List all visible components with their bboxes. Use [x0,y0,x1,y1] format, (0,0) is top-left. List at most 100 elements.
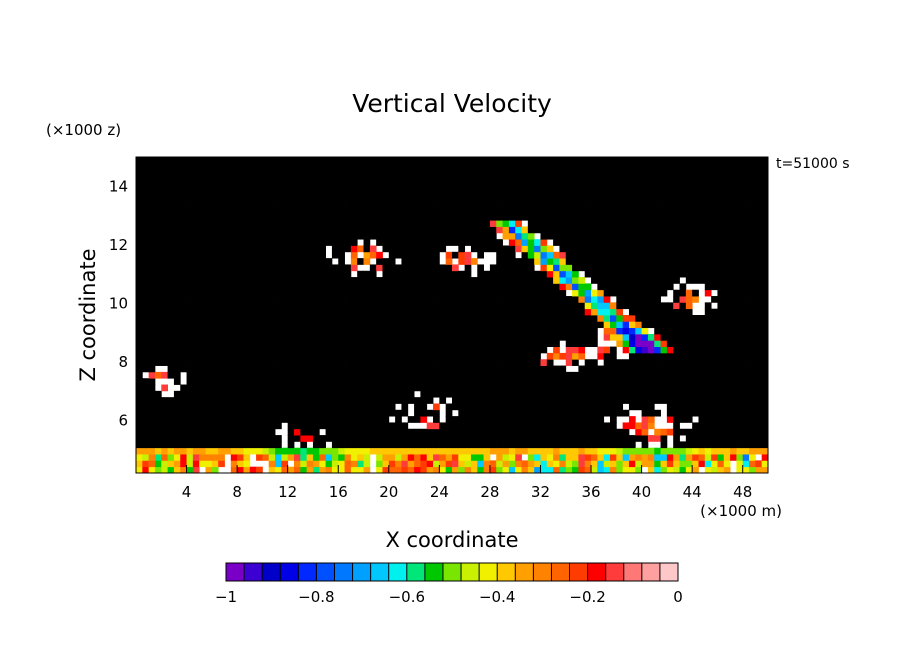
field-cell [508,194,516,202]
field-cell [161,270,168,278]
field-cell [350,302,358,310]
field-cell [256,245,263,253]
field-cell [622,409,630,417]
field-cell [439,378,447,385]
field-cell [306,359,314,366]
field-cell [350,308,358,316]
field-cell [363,277,371,284]
field-cell [287,466,295,473]
field-cell [205,447,213,455]
field-cell [717,302,725,310]
field-cell [470,175,478,183]
field-cell [224,321,232,329]
field-cell [470,365,478,373]
field-cell [211,296,219,303]
field-cell [553,428,560,436]
field-cell [331,308,339,316]
field-cell [211,371,219,379]
field-cell [515,441,522,449]
field-cell [742,403,750,411]
field-cell [173,416,181,423]
field-cell [755,188,763,196]
field-cell [199,194,206,202]
field-cell [281,239,289,246]
field-cell [647,460,655,468]
field-cell [610,352,617,360]
field-cell [281,352,289,360]
field-cell [426,258,434,265]
field-cell [673,232,680,240]
field-cell [749,352,756,360]
field-cell [211,163,219,171]
field-cell [414,346,421,354]
field-cell [628,302,636,310]
field-cell [515,384,522,392]
field-cell [211,447,219,455]
field-cell [142,352,150,360]
field-cell [186,188,194,196]
field-cell [275,460,282,468]
field-cell [502,390,510,398]
field-cell [464,390,472,398]
field-cell [275,359,282,366]
field-cell [647,378,655,385]
field-cell [312,365,320,373]
field-cell [679,226,687,234]
field-cell [338,270,345,278]
field-cell [628,270,636,278]
field-cell [136,201,143,208]
field-cell [616,315,624,322]
field-cell [458,226,466,234]
field-cell [161,289,168,297]
field-cell [281,460,289,468]
field-cell [666,340,674,347]
field-cell [243,289,251,297]
field-cell [433,308,440,316]
field-cell [433,428,440,436]
field-cell [306,201,314,208]
field-cell [445,333,453,341]
field-cell [312,277,320,284]
field-cell [173,428,181,436]
field-cell [414,245,421,253]
field-cell [660,207,668,215]
field-cell [243,169,251,177]
field-cell [654,283,661,291]
field-cell [666,175,674,183]
field-cell [749,466,756,473]
field-cell [502,340,510,347]
field-cell [161,416,168,423]
field-cell [755,239,763,246]
field-cell [173,188,181,196]
field-cell [761,321,768,329]
field-cell [502,213,510,221]
field-cell [761,403,768,411]
field-cell [704,239,712,246]
x-tick-label: 40 [632,483,651,501]
field-cell [275,289,282,297]
field-cell [489,435,497,442]
field-cell [205,226,213,234]
field-cell [654,251,661,259]
field-cell [420,296,428,303]
field-cell [395,232,402,240]
field-cell [262,371,270,379]
field-cell [205,352,213,360]
field-cell [275,340,282,347]
field-cell [224,428,232,436]
field-cell [628,346,636,354]
field-cell [300,182,308,189]
field-cell [603,422,611,430]
field-cell [641,340,649,347]
field-cell [730,239,737,246]
field-cell [433,264,440,272]
field-cell [540,157,548,164]
field-cell [205,409,213,417]
field-cell [294,346,301,354]
field-cell [167,277,175,284]
field-cell [654,352,661,360]
field-cell [281,378,289,385]
field-cell [521,416,529,423]
field-cell [199,365,206,373]
field-cell [331,365,339,373]
